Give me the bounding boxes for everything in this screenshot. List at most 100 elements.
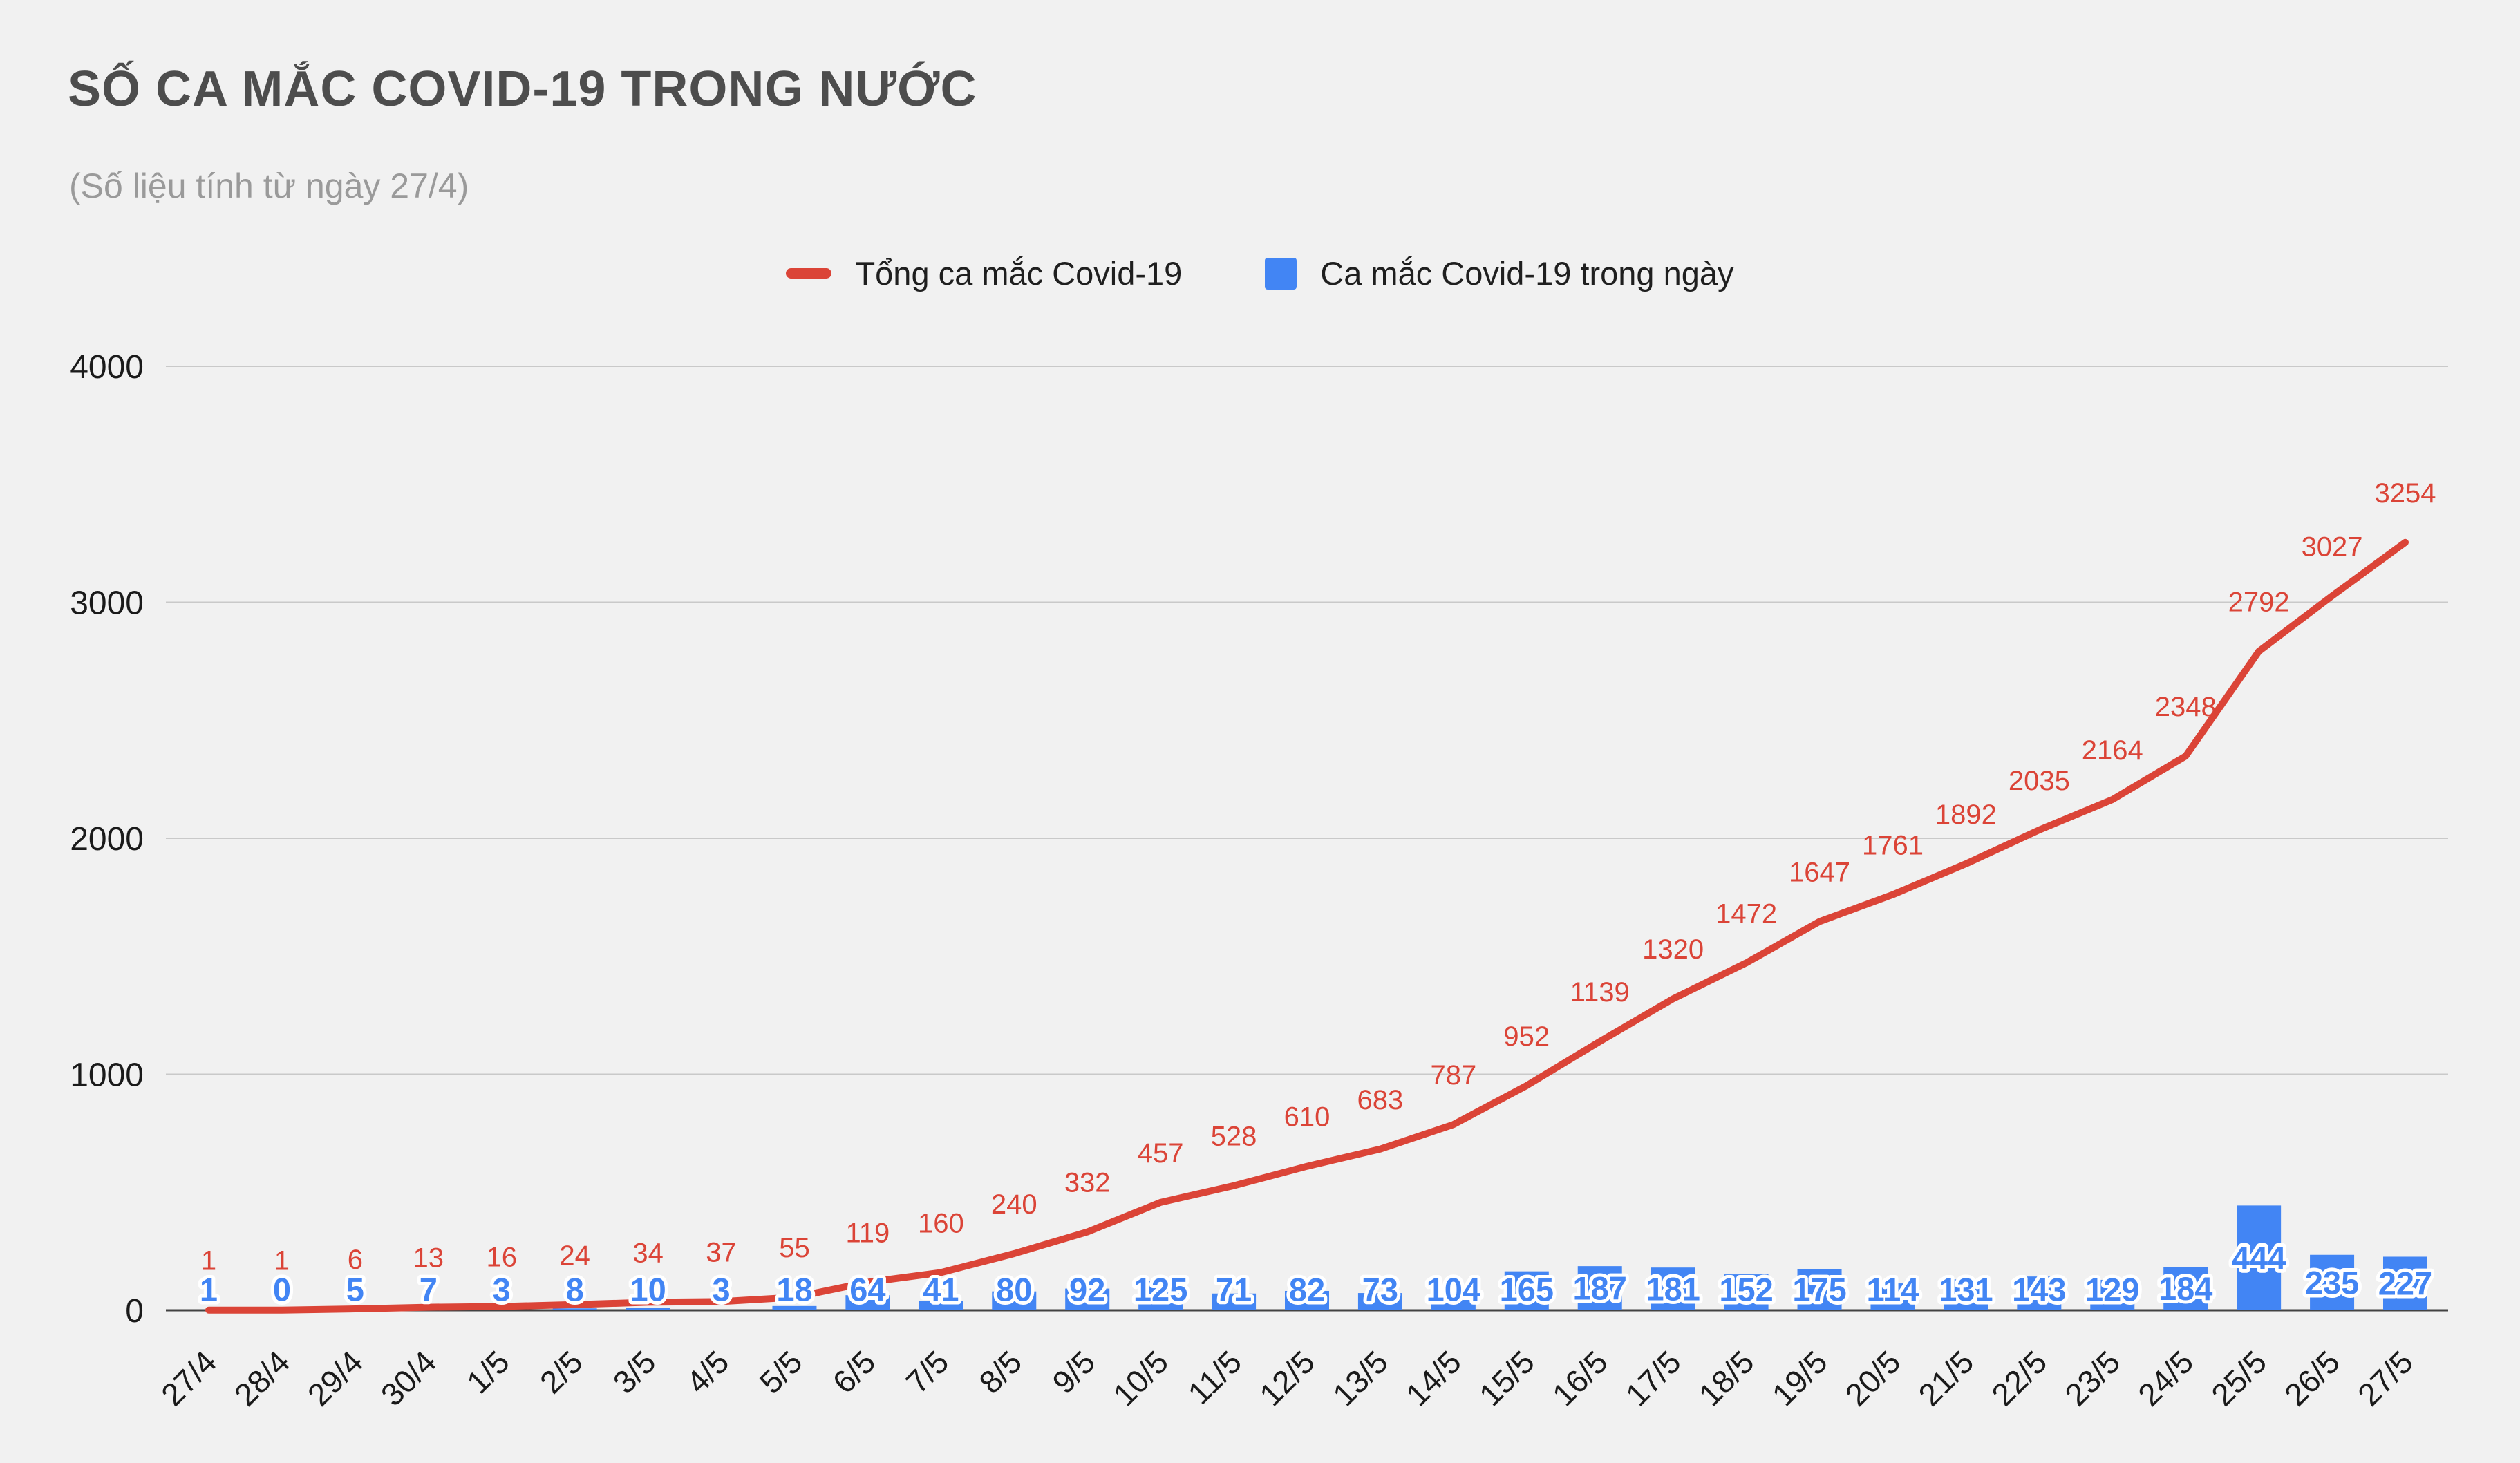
bar-9/5 (1065, 1288, 1110, 1310)
bar-13/5 (1357, 1293, 1402, 1310)
line-label-1/5: 16 (486, 1243, 517, 1273)
x-tick-label-16/5: 16/5 (1545, 1343, 1615, 1413)
y-tick-label: 4000 (70, 349, 144, 386)
bar-15/5 (1504, 1271, 1549, 1310)
x-tick-label-29/4: 29/4 (301, 1343, 370, 1413)
line-label-23/5: 2164 (2082, 735, 2143, 766)
line-label-21/5: 1892 (1935, 800, 1997, 830)
bar-label-28/4: 0 (273, 1272, 291, 1308)
x-tick-label-3/5: 3/5 (606, 1343, 663, 1400)
bar-label-4/5: 3 (712, 1272, 730, 1308)
line-label-5/5: 55 (779, 1233, 810, 1263)
line-series-swatch-icon (786, 268, 832, 279)
x-tick-label-5/5: 5/5 (753, 1343, 809, 1400)
x-tick-label-13/5: 13/5 (1326, 1343, 1395, 1413)
x-tick-label-7/5: 7/5 (899, 1343, 955, 1400)
bar-label-25/5: 444 (2232, 1240, 2286, 1276)
x-tick-label-21/5: 21/5 (1911, 1343, 1980, 1413)
line-label-22/5: 2035 (2009, 766, 2070, 796)
line-label-6/5: 119 (846, 1218, 890, 1248)
bar-label-27/4: 1 (200, 1272, 218, 1308)
bar-label-29/4: 5 (346, 1272, 364, 1308)
y-tick-label: 2000 (70, 821, 144, 858)
line-label-15/5: 952 (1503, 1021, 1550, 1052)
bar-24/5 (2163, 1267, 2208, 1310)
bar-27/5 (2383, 1256, 2427, 1310)
bar-label-8/5: 80 (996, 1272, 1032, 1308)
line-label-2/5: 24 (559, 1240, 590, 1271)
bar-19/5 (1797, 1269, 1842, 1310)
x-tick-label-15/5: 15/5 (1472, 1343, 1541, 1413)
total-line-path (205, 538, 2409, 1314)
x-tick-label-19/5: 19/5 (1765, 1343, 1834, 1413)
chart-subtitle: (Số liệu tính từ ngày 27/4) (69, 167, 469, 205)
line-label-8/5: 240 (991, 1189, 1037, 1220)
bar-label-21/5: 131 (1939, 1272, 1993, 1308)
bar-5/5 (772, 1305, 817, 1310)
bar-17/5 (1651, 1267, 1695, 1310)
line-label-20/5: 1761 (1862, 831, 1924, 861)
chart-title: SỐ CA MẮC COVID-19 TRONG NƯỚC (68, 62, 977, 117)
bar-label-15/5: 165 (1500, 1272, 1554, 1308)
line-label-14/5: 787 (1430, 1060, 1476, 1091)
x-tick-label-27/5: 27/5 (2351, 1343, 2420, 1413)
bar-label-13/5: 73 (1362, 1272, 1398, 1308)
bar-label-12/5: 82 (1289, 1272, 1325, 1308)
bar-label-14/5: 104 (1427, 1272, 1480, 1308)
bar-2/5 (552, 1308, 597, 1310)
bar-7/5 (919, 1300, 963, 1310)
line-label-19/5: 1647 (1789, 858, 1850, 888)
y-axis-labels: 0 1000 2000 3000 4000 (70, 349, 144, 1330)
bar-label-20/5: 114 (1867, 1272, 1919, 1308)
x-tick-label-25/5: 25/5 (2204, 1343, 2273, 1413)
bar-label-19/5: 175 (1792, 1272, 1846, 1308)
bar-label-16/5: 187 (1573, 1270, 1627, 1307)
bar-22/5 (2017, 1276, 2062, 1310)
bar-label-27/5: 227 (2378, 1265, 2432, 1302)
line-label-7/5: 160 (918, 1208, 964, 1238)
bar-label-7/5: 41 (923, 1272, 959, 1308)
gridlines (166, 366, 2448, 1312)
bar-21/5 (1944, 1279, 1988, 1310)
x-tick-label-17/5: 17/5 (1619, 1343, 1688, 1413)
bar-26/5 (2310, 1254, 2355, 1310)
bar-label-10/5: 125 (1134, 1272, 1187, 1308)
bar-20/5 (1870, 1283, 1915, 1310)
y-tick-label: 0 (125, 1293, 144, 1330)
line-label-3/5: 34 (632, 1238, 664, 1268)
bar-label-11/5: 71 (1216, 1272, 1252, 1308)
line-label-25/5: 2792 (2228, 587, 2290, 618)
x-tick-label-20/5: 20/5 (1838, 1343, 1907, 1413)
bar-label-22/5: 143 (2012, 1272, 2066, 1308)
x-tick-label-27/4: 27/4 (154, 1343, 223, 1413)
x-tick-label-22/5: 22/5 (1984, 1343, 2053, 1413)
x-tick-label-9/5: 9/5 (1045, 1343, 1102, 1400)
bar-10/5 (1138, 1281, 1183, 1310)
y-tick-label: 3000 (70, 585, 144, 622)
line-label-4/5: 37 (706, 1237, 737, 1267)
chart-legend: Tổng ca mắc Covid-19 Ca mắc Covid-19 tro… (0, 254, 2520, 292)
line-label-9/5: 332 (1064, 1168, 1111, 1198)
x-tick-label-12/5: 12/5 (1252, 1343, 1322, 1413)
line-label-17/5: 1320 (1642, 934, 1704, 965)
x-tick-label-10/5: 10/5 (1106, 1343, 1175, 1413)
x-tick-label-2/5: 2/5 (533, 1343, 590, 1400)
bar-3/5 (626, 1308, 670, 1310)
line-label-10/5: 457 (1138, 1138, 1184, 1169)
x-tick-label-30/4: 30/4 (374, 1343, 443, 1413)
total-cases-line (205, 538, 2409, 1314)
bar-label-18/5: 152 (1719, 1272, 1773, 1308)
line-label-27/4: 1 (201, 1246, 216, 1276)
x-tick-label-11/5: 11/5 (1181, 1343, 1248, 1411)
x-tick-label-18/5: 18/5 (1692, 1343, 1761, 1413)
line-label-24/5: 2348 (2155, 692, 2217, 722)
line-label-12/5: 610 (1284, 1102, 1330, 1133)
line-label-29/4: 6 (348, 1245, 363, 1275)
bar-label-3/5: 10 (630, 1272, 666, 1308)
bar-11/5 (1212, 1293, 1257, 1310)
line-label-16/5: 1139 (1570, 977, 1630, 1008)
x-tick-label-6/5: 6/5 (825, 1343, 882, 1400)
legend-item-total: Tổng ca mắc Covid-19 (786, 254, 1182, 292)
x-tick-label-1/5: 1/5 (460, 1343, 516, 1400)
